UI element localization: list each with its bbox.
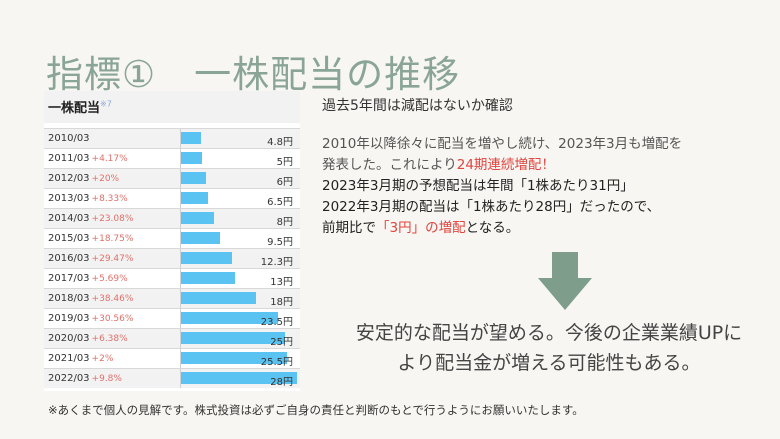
row-year: 2012/03 +20% [48, 173, 120, 184]
row-bar-cell: 18円 [180, 289, 299, 308]
dividend-bar [181, 332, 285, 344]
row-bar-cell: 23.5円 [180, 309, 299, 328]
dividend-bar [181, 192, 208, 204]
row-bar-cell: 5円 [180, 149, 299, 168]
row-bar-cell: 25円 [180, 329, 299, 348]
down-arrow-icon [538, 252, 592, 310]
disclaimer-footnote: ※あくまで個人の見解です。株式投資は必ずご自身の責任と判断のもとで行うようにお願… [48, 403, 584, 417]
dividend-bar [181, 352, 287, 364]
row-change: +38.46% [91, 294, 134, 304]
dividend-bar [181, 232, 221, 244]
row-value: 6.5円 [267, 197, 293, 208]
table-row: 2010/03 4.8円 [44, 128, 300, 148]
dividend-bar [181, 312, 279, 324]
row-year: 2016/03 +29.47% [48, 253, 134, 264]
row-bar-cell: 6.5円 [180, 189, 299, 208]
row-value: 23.5円 [260, 317, 293, 328]
dividend-bar [181, 152, 202, 164]
dividend-bar [181, 212, 215, 224]
row-change: +5.69% [91, 274, 128, 284]
description-line-2: 発表した。これにより24期連続増配！ [322, 157, 555, 173]
highlight-increase-amount: 「3円」の増配 [376, 220, 466, 236]
table-heading: 一株配当 [48, 101, 101, 116]
dividend-table: 一株配当※7 2010/03 4.8円 2011/03 +4.17% 5円 2012/03… [44, 91, 300, 391]
row-bar-cell: 13円 [180, 269, 299, 288]
table-row: 2012/03 +20% 6円 [44, 168, 300, 188]
row-year: 2021/03 +2% [48, 353, 114, 364]
table-row: 2017/03 +5.69% 13円 [44, 268, 300, 288]
row-value: 12.3円 [260, 257, 293, 268]
row-year: 2013/03 +8.33% [48, 193, 128, 204]
table-row: 2022/03 +9.8% 28円 [44, 368, 300, 388]
table-row: 2020/03 +6.38% 25円 [44, 328, 300, 348]
table-row: 2011/03 +4.17% 5円 [44, 148, 300, 168]
dividend-bar [181, 272, 235, 284]
row-change: +20% [91, 174, 120, 184]
table-heading-note: ※7 [100, 99, 112, 109]
conclusion-line-1: 安定的な配当が望める。今後の企業業績UPに [355, 322, 743, 344]
row-bar-cell: 25.5円 [180, 349, 299, 368]
row-change: +9.8% [91, 374, 122, 384]
row-year: 2019/03 +30.56% [48, 313, 134, 324]
description-line-4: 2022年3月期の配当は「1株あたり28円」だったので、 [322, 199, 661, 215]
row-bar-cell: 8円 [180, 209, 299, 228]
dividend-bar [181, 292, 256, 304]
row-value: 25.5円 [260, 357, 293, 368]
table-rows: 2010/03 4.8円 2011/03 +4.17% 5円 2012/03 +20% 6円 2… [44, 128, 300, 388]
row-change: +8.33% [91, 194, 128, 204]
row-value: 18円 [270, 297, 293, 308]
row-bar-cell: 12.3円 [180, 249, 299, 268]
row-change: +30.56% [91, 314, 134, 324]
table-row: 2018/03 +38.46% 18円 [44, 288, 300, 308]
row-value: 4.8円 [267, 137, 293, 148]
row-year: 2011/03 +4.17% [48, 153, 128, 164]
section-subtitle: 過去5年間は減配はないか確認 [322, 98, 513, 114]
row-year: 2022/03 +9.8% [48, 373, 122, 384]
description: 2010年以降徐々に配当を増やし続け、2023年3月も増配を 発表した。これによ… [322, 134, 767, 239]
row-change: +2% [91, 354, 114, 364]
dividend-bar [181, 172, 206, 184]
dividend-bar [181, 372, 297, 384]
table-row: 2021/03 +2% 25.5円 [44, 348, 300, 368]
conclusion-line-2: より配当金が増える可能性もある。 [397, 352, 701, 374]
description-line-1: 2010年以降徐々に配当を増やし続け、2023年3月も増配を [322, 136, 683, 152]
row-bar-cell: 9.5円 [180, 229, 299, 248]
slide-title: 指標① 一株配当の推移 [46, 53, 461, 96]
row-change: +18.75% [91, 234, 134, 244]
row-value: 9.5円 [267, 237, 293, 248]
description-line-3: 2023年3月期の予想配当は年間「1株あたり31円」 [322, 178, 634, 194]
table-row: 2015/03 +18.75% 9.5円 [44, 228, 300, 248]
row-change: +6.38% [91, 334, 128, 344]
dividend-bar [181, 132, 201, 144]
row-change: +29.47% [91, 254, 134, 264]
table-header: 一株配当※7 [44, 91, 300, 123]
row-bar-cell: 4.8円 [180, 129, 299, 148]
row-value: 8円 [276, 217, 293, 228]
row-year: 2010/03 [48, 133, 90, 144]
row-change: +23.08% [91, 214, 134, 224]
table-row: 2014/03 +23.08% 8円 [44, 208, 300, 228]
highlight-consecutive-increase: 24期連続増配！ [456, 157, 555, 173]
dividend-bar [181, 252, 232, 264]
conclusion: 安定的な配当が望める。今後の企業業績UPに より配当金が増える可能性もある。 [322, 318, 776, 378]
row-change: +4.17% [91, 154, 128, 164]
row-value: 28円 [270, 377, 293, 388]
row-value: 6円 [276, 177, 293, 188]
row-value: 25円 [270, 337, 293, 348]
row-value: 5円 [276, 157, 293, 168]
table-row: 2019/03 +30.56% 23.5円 [44, 308, 300, 328]
description-line-5: 前期比で「3円」の増配となる。 [322, 220, 520, 236]
table-row: 2013/03 +8.33% 6.5円 [44, 188, 300, 208]
row-year: 2017/03 +5.69% [48, 273, 128, 284]
row-bar-cell: 28円 [180, 369, 299, 388]
row-value: 13円 [270, 277, 293, 288]
row-year: 2015/03 +18.75% [48, 233, 134, 244]
table-row: 2016/03 +29.47% 12.3円 [44, 248, 300, 268]
row-year: 2020/03 +6.38% [48, 333, 128, 344]
row-year: 2018/03 +38.46% [48, 293, 134, 304]
row-year: 2014/03 +23.08% [48, 213, 134, 224]
row-bar-cell: 6円 [180, 169, 299, 188]
table-title: 一株配当※7 [48, 97, 112, 116]
